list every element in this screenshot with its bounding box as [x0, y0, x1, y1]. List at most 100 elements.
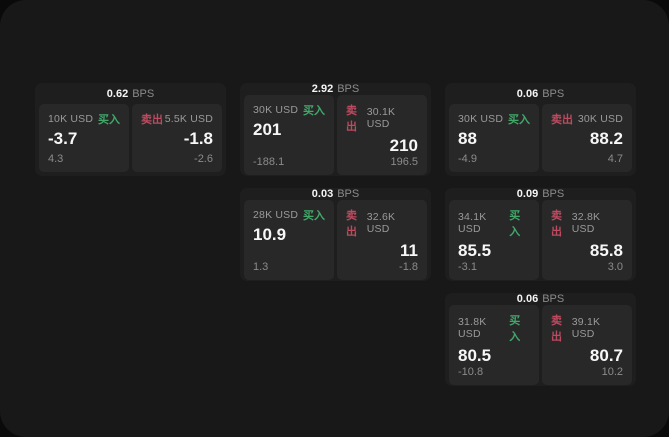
sell-tile-top: 卖出 30K USD — [551, 111, 623, 127]
sell-delta: -1.8 — [399, 260, 418, 273]
sell-label: 卖出 — [346, 210, 357, 238]
sell-price: 210 — [389, 136, 418, 155]
sell-tile[interactable]: 卖出 39.1K USD 80.7 10.2 — [542, 305, 632, 385]
bps-value: 2.92 — [311, 83, 334, 95]
quote-card-body: 28K USD 买入 10.9 1.3 卖出 32.6K USD 11 -1.8 — [240, 200, 431, 284]
buy-price: 80.5 — [458, 346, 492, 365]
quote-card: 0.09 BPS 34.1K USD 买入 85.5 -3.1 卖出 32.8K… — [445, 188, 636, 281]
buy-amount: 30K USD — [458, 113, 504, 125]
sell-delta: 4.7 — [607, 153, 623, 165]
sell-tile-top: 卖出 32.8K USD — [551, 207, 623, 239]
bps-value: 0.09 — [516, 188, 539, 200]
sell-tile-top: 卖出 5.5K USD — [141, 111, 213, 127]
sell-price: 88.2 — [589, 129, 623, 148]
sell-delta: -2.6 — [194, 153, 213, 165]
buy-price: 88 — [458, 129, 477, 148]
sell-label: 卖出 — [141, 114, 163, 126]
buy-tile[interactable]: 30K USD 买入 201 -188.1 — [244, 95, 334, 175]
quote-card-body: 34.1K USD 买入 85.5 -3.1 卖出 32.8K USD 85.8… — [445, 200, 636, 284]
sell-label: 卖出 — [346, 105, 357, 133]
buy-tile[interactable]: 28K USD 买入 10.9 1.3 — [244, 200, 334, 280]
bps-unit-label: BPS — [132, 87, 155, 100]
sell-tile[interactable]: 卖出 32.8K USD 85.8 3.0 — [542, 200, 632, 280]
quote-card-body: 10K USD 买入 -3.7 4.3 卖出 5.5K USD -1.8 -2.… — [35, 104, 226, 176]
sell-delta: 196.5 — [390, 155, 418, 168]
buy-delta: -3.1 — [458, 260, 477, 273]
bps-header: 0.09 BPS — [445, 188, 636, 200]
buy-tile-top: 34.1K USD 买入 — [458, 207, 530, 239]
buy-tile-top: 31.8K USD 买入 — [458, 312, 530, 344]
buy-tile[interactable]: 10K USD 买入 -3.7 4.3 — [39, 104, 129, 172]
sell-delta: 10.2 — [601, 365, 623, 378]
buy-tile[interactable]: 30K USD 买入 88 -4.9 — [449, 104, 539, 172]
buy-delta: -188.1 — [253, 155, 285, 168]
sell-tile[interactable]: 卖出 32.6K USD 11 -1.8 — [337, 200, 427, 280]
buy-tile[interactable]: 34.1K USD 买入 85.5 -3.1 — [449, 200, 539, 280]
sell-price: 80.7 — [589, 346, 623, 365]
sell-tile[interactable]: 卖出 5.5K USD -1.8 -2.6 — [132, 104, 222, 172]
bps-header: 0.03 BPS — [240, 188, 431, 200]
buy-label: 买入 — [508, 114, 530, 126]
sell-label: 卖出 — [551, 315, 562, 343]
buy-amount: 30K USD — [253, 104, 299, 116]
sell-tile-top: 卖出 32.6K USD — [346, 207, 418, 239]
sell-tile[interactable]: 卖出 30K USD 88.2 4.7 — [542, 104, 632, 172]
bps-value: 0.03 — [311, 188, 334, 200]
bps-header: 0.06 BPS — [445, 83, 636, 104]
sell-tile[interactable]: 卖出 30.1K USD 210 196.5 — [337, 95, 427, 175]
buy-price: 85.5 — [458, 241, 492, 260]
quote-card: 0.62 BPS 10K USD 买入 -3.7 4.3 卖出 5.5K USD… — [35, 83, 226, 176]
buy-label: 买入 — [303, 105, 325, 117]
bps-value: 0.06 — [516, 293, 539, 305]
sell-delta: 3.0 — [607, 260, 623, 273]
buy-price: -3.7 — [48, 129, 78, 148]
quote-card-body: 30K USD 买入 88 -4.9 卖出 30K USD 88.2 4.7 — [445, 104, 636, 176]
buy-delta: -10.8 — [458, 365, 484, 378]
bps-header: 2.92 BPS — [240, 83, 431, 95]
buy-amount: 34.1K USD — [458, 211, 487, 235]
buy-tile-top: 28K USD 买入 — [253, 207, 325, 223]
sell-price: -1.8 — [183, 129, 213, 148]
quote-card: 0.06 BPS 30K USD 买入 88 -4.9 卖出 30K USD 8… — [445, 83, 636, 176]
buy-delta: 1.3 — [253, 260, 269, 273]
buy-price: 201 — [253, 120, 282, 139]
buy-tile-top: 30K USD 买入 — [253, 102, 325, 118]
quote-card-body: 30K USD 买入 201 -188.1 卖出 30.1K USD 210 1… — [240, 95, 431, 179]
sell-tile-top: 卖出 30.1K USD — [346, 102, 418, 134]
bps-unit-label: BPS — [542, 87, 565, 100]
sell-amount: 32.8K USD — [571, 211, 601, 235]
quote-card: 2.92 BPS 30K USD 买入 201 -188.1 卖出 30.1K … — [240, 83, 431, 176]
sell-amount: 30K USD — [577, 113, 623, 125]
bps-unit-label: BPS — [337, 83, 360, 95]
buy-amount: 28K USD — [253, 209, 299, 221]
buy-amount: 10K USD — [48, 113, 94, 125]
bps-value: 0.06 — [516, 87, 539, 100]
buy-delta: 4.3 — [48, 153, 64, 165]
bps-unit-label: BPS — [337, 188, 360, 200]
bps-value: 0.62 — [106, 87, 129, 100]
buy-label: 买入 — [98, 114, 120, 126]
sell-price: 11 — [400, 241, 418, 260]
bps-header: 0.06 BPS — [445, 293, 636, 305]
buy-tile[interactable]: 31.8K USD 买入 80.5 -10.8 — [449, 305, 539, 385]
bps-header: 0.62 BPS — [35, 83, 226, 104]
quote-card-body: 31.8K USD 买入 80.5 -10.8 卖出 39.1K USD 80.… — [445, 305, 636, 389]
buy-tile-top: 10K USD 买入 — [48, 111, 120, 127]
buy-price: 10.9 — [253, 225, 287, 244]
buy-amount: 31.8K USD — [458, 316, 487, 340]
sell-amount: 39.1K USD — [571, 316, 601, 340]
buy-tile-top: 30K USD 买入 — [458, 111, 530, 127]
sell-label: 卖出 — [551, 210, 562, 238]
buy-label: 买入 — [509, 210, 521, 238]
sell-price: 85.8 — [589, 241, 623, 260]
sell-amount: 5.5K USD — [164, 113, 213, 125]
bps-unit-label: BPS — [542, 293, 565, 305]
sell-label: 卖出 — [551, 114, 573, 126]
sell-amount: 30.1K USD — [366, 106, 396, 130]
sell-tile-top: 卖出 39.1K USD — [551, 312, 623, 344]
buy-label: 买入 — [303, 210, 325, 222]
bps-unit-label: BPS — [542, 188, 565, 200]
quote-card: 0.06 BPS 31.8K USD 买入 80.5 -10.8 卖出 39.1… — [445, 293, 636, 386]
buy-label: 买入 — [509, 315, 521, 343]
quote-card: 0.03 BPS 28K USD 买入 10.9 1.3 卖出 32.6K US… — [240, 188, 431, 281]
